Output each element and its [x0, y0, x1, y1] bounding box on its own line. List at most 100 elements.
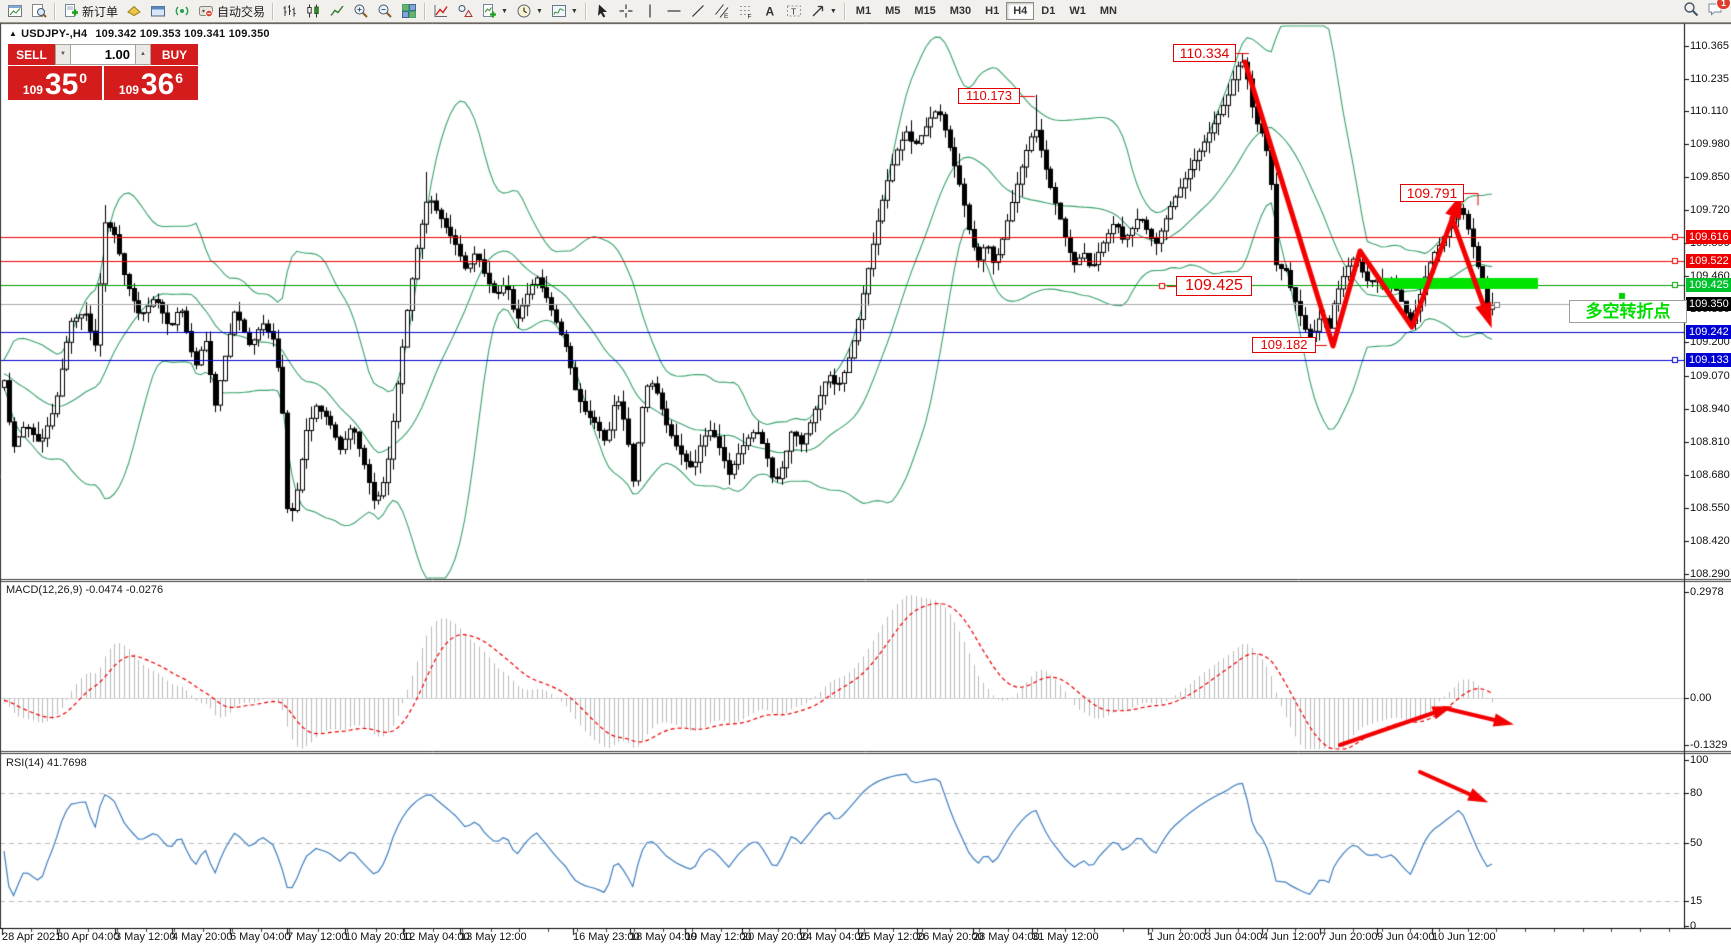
metaeditor-button[interactable]: [122, 1, 146, 21]
autotrading-button[interactable]: 自动交易: [194, 1, 269, 21]
trendline-button[interactable]: [686, 1, 710, 21]
line-chart-button[interactable]: [325, 1, 349, 21]
signals-icon: [174, 3, 190, 19]
new-order-icon: [63, 3, 79, 19]
signals-button[interactable]: [170, 1, 194, 21]
time-axis-label: 1 Jun 20:00: [1148, 931, 1206, 943]
price-line-badge: 109.133: [1686, 352, 1731, 367]
timeframe-group: M1 M5 M15 M30 H1 H4 D1 W1 MN: [849, 0, 1124, 22]
terminal-button[interactable]: [146, 1, 170, 21]
toolbar-group: [277, 0, 421, 22]
timeframe-h1[interactable]: H1: [978, 2, 1006, 20]
time-axis-label: 30 Apr 04:00: [57, 931, 120, 943]
clock-button[interactable]: ▼: [512, 1, 547, 21]
template-button[interactable]: ▼: [547, 1, 582, 21]
price-line-badge: 109.616: [1686, 229, 1731, 244]
price-axis-tick: 108.290: [1690, 568, 1730, 581]
buy-price[interactable]: 109 36 6: [104, 66, 198, 100]
timeframe-d1[interactable]: D1: [1034, 2, 1062, 20]
price-axis-tick: 109.980: [1690, 137, 1730, 150]
cursor-button[interactable]: [590, 1, 614, 21]
shapes-button[interactable]: ▼: [806, 1, 841, 21]
objects-list-button[interactable]: [453, 1, 477, 21]
time-axis-label: 16 May 23:00: [573, 931, 640, 943]
time-axis-label: 18 May 04:00: [630, 931, 697, 943]
svg-text:F: F: [747, 14, 751, 20]
timeframe-m5[interactable]: M5: [878, 2, 907, 20]
vline-icon: [642, 3, 658, 19]
hline-button[interactable]: [662, 1, 686, 21]
channel-button[interactable]: E: [710, 1, 734, 21]
timeframe-m1[interactable]: M1: [849, 2, 878, 20]
zoom-in-button[interactable]: [349, 1, 373, 21]
timeframe-mn[interactable]: MN: [1093, 2, 1124, 20]
search-button[interactable]: [1683, 1, 1699, 22]
price-annotation-label[interactable]: 110.334: [1173, 44, 1236, 62]
macd-label: MACD(12,26,9) -0.0474 -0.0276: [6, 584, 164, 596]
clock-icon: [516, 3, 532, 19]
label-button[interactable]: T: [782, 1, 806, 21]
price-axis-tick: 108.550: [1690, 501, 1730, 514]
bar-chart-button[interactable]: [277, 1, 301, 21]
toolbar-button-label: 自动交易: [217, 4, 266, 19]
macd-axis-tick: 0.2978: [1690, 585, 1724, 598]
tile-windows-icon: [401, 3, 417, 19]
new-chart-button[interactable]: [3, 1, 27, 21]
price-annotation-label[interactable]: 109.425: [1176, 276, 1252, 296]
zoom-out-button[interactable]: [373, 1, 397, 21]
text-button[interactable]: A: [758, 1, 782, 21]
toolbar-separator: [584, 2, 587, 20]
buy-price-base: 109: [118, 83, 139, 97]
candle-chart-button[interactable]: [301, 1, 325, 21]
terminal-icon: [150, 3, 166, 19]
volume-input[interactable]: [71, 44, 135, 65]
crosshair-button[interactable]: [614, 1, 638, 21]
timeframe-m30[interactable]: M30: [943, 2, 978, 20]
timeframe-w1[interactable]: W1: [1062, 2, 1093, 20]
buy-button[interactable]: BUY: [151, 44, 198, 65]
vline-button[interactable]: [638, 1, 662, 21]
macd-axis-tick: -0.1329: [1690, 739, 1728, 752]
text-icon: A: [762, 3, 778, 19]
price-axis-tick: 108.810: [1690, 435, 1730, 448]
sell-price-base: 109: [22, 83, 43, 97]
price-annotation-label[interactable]: 109.791: [1400, 184, 1464, 202]
toolbar: 新订单 自动交易 ▼ ▼ ▼ E F A T ▼ M1 M5 M15 M30 H1 H4 D1 W1 MN 1: [0, 0, 1731, 23]
toolbar-separator: [272, 2, 275, 20]
turning-point-note[interactable]: 多空转折点: [1569, 300, 1687, 323]
metaeditor-icon: [126, 3, 142, 19]
price-annotation-label[interactable]: 110.173: [958, 88, 1020, 104]
collapse-triangle-icon[interactable]: ▲: [9, 29, 18, 38]
symbol-period-label: USDJPY-,H4: [21, 28, 88, 40]
timeframe-m15[interactable]: M15: [907, 2, 942, 20]
chart-title: ▲ USDJPY-,H4 109.342 109.353 109.341 109.3…: [9, 28, 270, 40]
time-axis-label: 12 May 04:00: [403, 931, 470, 943]
tile-windows-button[interactable]: [397, 1, 421, 21]
new-order-button[interactable]: 新订单: [59, 1, 122, 21]
fibonacci-button[interactable]: F: [734, 1, 758, 21]
profiles-button[interactable]: [27, 1, 51, 21]
add-indicator-button[interactable]: ▼: [477, 1, 512, 21]
time-axis-label: 10 Jun 12:00: [1432, 931, 1496, 943]
autotrading-icon: [198, 3, 214, 19]
indicators-button[interactable]: [429, 1, 453, 21]
rsi-axis-tick: 50: [1690, 837, 1703, 849]
timeframe-h4[interactable]: H4: [1006, 2, 1035, 20]
price-line-badge: 109.425: [1686, 278, 1731, 293]
rsi-axis-tick: 100: [1690, 754, 1709, 766]
add-indicator-icon: [481, 3, 497, 19]
toolbar-group: 新订单 自动交易: [59, 0, 269, 22]
chat-button[interactable]: 1: [1707, 0, 1731, 22]
sell-price[interactable]: 109 35 0: [8, 66, 102, 100]
volume-decrease-button[interactable]: [55, 44, 71, 65]
time-axis-label: 3 Jun 04:00: [1205, 931, 1263, 943]
time-axis-label: 7 May 12:00: [287, 931, 348, 943]
svg-text:A: A: [765, 5, 774, 19]
volume-increase-button[interactable]: [135, 44, 151, 65]
sell-button[interactable]: SELL: [8, 44, 55, 65]
time-axis-label: 9 Jun 04:00: [1377, 931, 1435, 943]
price-annotation-label[interactable]: 109.182: [1252, 337, 1316, 353]
price-line-badge: 109.350: [1686, 297, 1731, 312]
